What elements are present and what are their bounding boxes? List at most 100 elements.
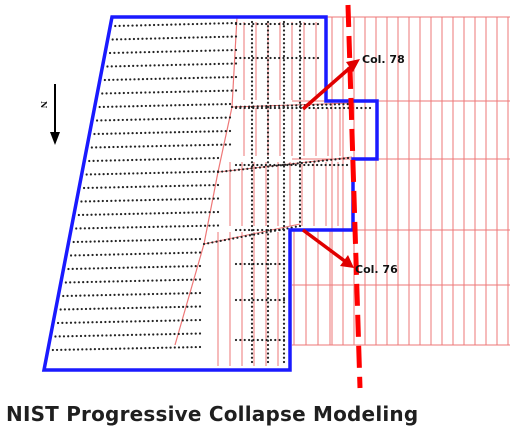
beam-dot xyxy=(194,264,197,268)
beam-dot xyxy=(105,334,108,337)
beam-dot xyxy=(250,29,254,32)
beam-dot xyxy=(190,144,193,147)
beam-dot xyxy=(307,163,310,167)
beam-dot xyxy=(174,63,178,66)
beam-dot xyxy=(79,227,82,230)
beam-dot xyxy=(127,239,130,242)
beam-dot xyxy=(190,346,193,349)
beam-dot xyxy=(368,106,372,110)
beam-dot xyxy=(108,320,111,324)
beam-dot xyxy=(282,207,286,211)
beam-dot xyxy=(205,36,208,39)
beam-dot xyxy=(212,224,215,227)
beam-dot xyxy=(213,76,216,79)
beam-dot xyxy=(78,321,81,324)
beam-dot xyxy=(298,173,302,177)
beam-dot xyxy=(74,321,77,324)
beam-dot xyxy=(282,246,286,249)
beam-dot xyxy=(192,36,195,39)
beam-dot xyxy=(144,104,148,108)
beam-dot xyxy=(195,170,198,174)
beam-dot xyxy=(266,280,270,283)
beam-dot xyxy=(215,143,219,146)
beam-dot xyxy=(211,143,214,146)
beam-dot xyxy=(136,64,139,67)
beam-dot xyxy=(173,319,176,322)
beam-dot xyxy=(220,116,223,119)
beam-dot xyxy=(250,139,254,143)
beam-dot xyxy=(239,228,242,232)
beam-dot xyxy=(298,33,302,36)
beam-dot xyxy=(203,116,206,120)
beam-dot xyxy=(111,213,114,216)
beam-dot xyxy=(266,224,270,228)
beam-dot xyxy=(282,216,286,219)
beam-dot xyxy=(237,168,241,171)
beam-dot xyxy=(252,22,255,26)
beam-dot xyxy=(266,50,270,53)
beam-dot xyxy=(234,56,238,60)
beam-dot xyxy=(164,333,168,336)
beam-dot xyxy=(250,212,254,215)
beam-dot xyxy=(86,280,89,284)
beam-dot xyxy=(116,78,119,81)
beam-dot xyxy=(266,76,270,79)
beam-dot xyxy=(177,117,180,120)
beam-dot xyxy=(139,131,143,135)
beam-dot xyxy=(121,51,125,54)
beam-dot xyxy=(329,106,333,110)
col-78-label: Col. 78 xyxy=(362,53,405,66)
beam-dot xyxy=(100,119,103,122)
beam-dot xyxy=(162,212,165,215)
beam-dot xyxy=(92,267,96,270)
beam-dot xyxy=(228,102,232,106)
beam-dot xyxy=(160,252,163,255)
beam-dot xyxy=(266,114,270,117)
beam-dot xyxy=(186,251,189,254)
beam-dot xyxy=(139,51,142,54)
beam-dot xyxy=(199,197,203,200)
beam-dot xyxy=(92,159,95,162)
beam-dot xyxy=(274,298,277,302)
beam-dot xyxy=(181,319,184,322)
beam-dot xyxy=(195,184,198,187)
beam-dot xyxy=(139,306,142,309)
beam-dot xyxy=(260,22,263,26)
beam-dot xyxy=(324,163,327,167)
beam-dot xyxy=(282,54,286,58)
beam-dot xyxy=(164,117,167,121)
beam-dot xyxy=(112,145,115,149)
beam-dot xyxy=(152,346,155,350)
beam-dot xyxy=(125,253,129,256)
beam-dot xyxy=(143,252,146,255)
beam-dot xyxy=(239,163,242,167)
beam-dot xyxy=(191,49,194,53)
beam-dot xyxy=(91,253,94,257)
beam-dot xyxy=(131,24,134,27)
beam-dot xyxy=(299,22,302,26)
beam-dot xyxy=(113,186,116,189)
beam-dot xyxy=(95,146,98,149)
beam-dot xyxy=(164,292,167,295)
beam-dot xyxy=(282,254,286,257)
beam-dot xyxy=(156,306,159,309)
beam-dot xyxy=(80,240,84,243)
beam-dot xyxy=(222,76,225,79)
beam-dot xyxy=(97,132,100,136)
beam-dot xyxy=(62,335,66,338)
beam-dot xyxy=(142,279,145,282)
beam-dot xyxy=(88,334,91,337)
beam-dot xyxy=(250,305,254,308)
beam-dot xyxy=(282,122,286,126)
beam-dot xyxy=(286,227,289,230)
beam-dot xyxy=(342,157,345,160)
beam-dot xyxy=(198,237,202,241)
beam-dot xyxy=(282,76,286,79)
beam-dot xyxy=(282,29,286,32)
beam-dot xyxy=(153,171,156,175)
beam-dot xyxy=(282,156,286,160)
beam-dot xyxy=(263,165,266,169)
beam-dot xyxy=(217,35,221,39)
beam-dot xyxy=(161,104,164,107)
beam-dot xyxy=(282,280,286,283)
